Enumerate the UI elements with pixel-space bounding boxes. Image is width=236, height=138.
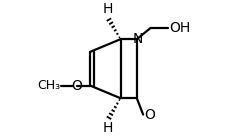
Text: O: O [71,79,82,93]
Text: OH: OH [169,21,191,35]
Text: CH₃: CH₃ [37,79,60,92]
Text: H: H [102,2,113,16]
Text: H: H [102,121,113,136]
Text: N: N [132,32,143,46]
Text: O: O [144,108,155,122]
